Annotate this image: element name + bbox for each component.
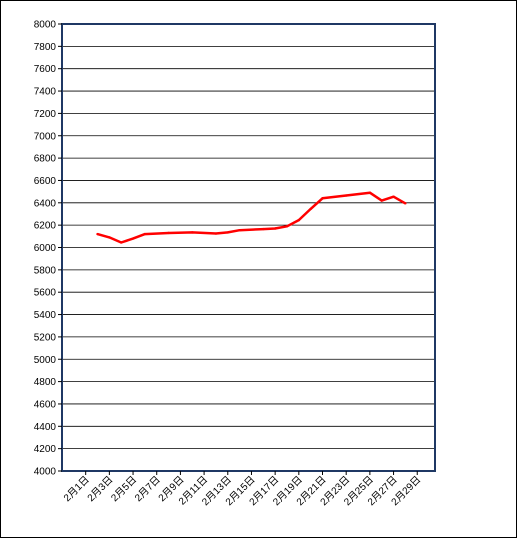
data-point-0-1 [108, 236, 111, 239]
y-tick-label: 6000 [34, 243, 57, 254]
series-line-0 [97, 191, 407, 244]
data-point-0-15 [321, 197, 324, 200]
data-point-0-12 [285, 225, 289, 228]
y-tick-label: 5400 [34, 310, 57, 321]
y-tick-label: 7800 [34, 42, 57, 53]
x-tick-label: 2月5日 [109, 474, 139, 504]
y-tick-label: 4000 [34, 467, 57, 478]
y-tick-label: 4200 [34, 444, 57, 455]
data-point-0-8 [226, 231, 229, 234]
y-tick-label: 6600 [34, 176, 57, 187]
data-point-0-6 [191, 231, 194, 234]
data-point-0-4 [143, 232, 147, 236]
data-point-0-5 [167, 231, 170, 235]
data-point-0-2 [120, 241, 123, 244]
x-axis-ticks: 2月1日2月3日2月5日2月7日2月9日2月11日2月13日2月15日2月17日… [61, 471, 423, 508]
data-point-0-7 [214, 232, 218, 235]
y-tick-label: 5000 [34, 355, 57, 366]
grid-lines [62, 45, 435, 450]
y-tick-label: 6400 [34, 198, 57, 209]
y-tick-label: 4800 [34, 377, 57, 388]
y-tick-label: 7200 [34, 109, 57, 120]
data-point-0-11 [273, 227, 277, 230]
x-tick-label: 2月7日 [132, 474, 162, 504]
data-point-0-14 [309, 207, 312, 211]
y-tick-label: 4400 [34, 422, 57, 433]
y-tick-label: 7400 [34, 87, 57, 98]
data-point-0-16 [344, 194, 348, 197]
data-point-0-3 [131, 237, 135, 240]
y-tick-label: 8000 [34, 20, 57, 31]
y-tick-label: 7600 [34, 64, 57, 75]
data-point-0-0 [96, 232, 99, 236]
series-layer [96, 191, 407, 244]
x-tick-label: 2月3日 [85, 474, 115, 504]
data-point-0-18 [380, 199, 383, 202]
y-tick-label: 5800 [34, 265, 57, 276]
data-point-0-20 [404, 202, 407, 205]
data-point-0-9 [238, 228, 241, 232]
y-tick-label: 5600 [34, 288, 57, 299]
data-point-0-10 [262, 227, 265, 231]
y-tick-label: 6800 [34, 154, 57, 165]
y-tick-label: 5200 [34, 332, 57, 343]
data-point-0-19 [392, 195, 395, 198]
x-tick-label: 2月1日 [61, 474, 91, 504]
data-point-0-13 [297, 218, 301, 222]
y-tick-label: 6200 [34, 221, 57, 232]
y-axis-ticks: 4000 4200 4400 4600 4800 5000 5200 5400 5600 5800… [34, 20, 62, 478]
y-tick-label: 7000 [34, 131, 57, 142]
y-tick-label: 4600 [34, 399, 57, 410]
data-point-0-17 [368, 191, 372, 194]
